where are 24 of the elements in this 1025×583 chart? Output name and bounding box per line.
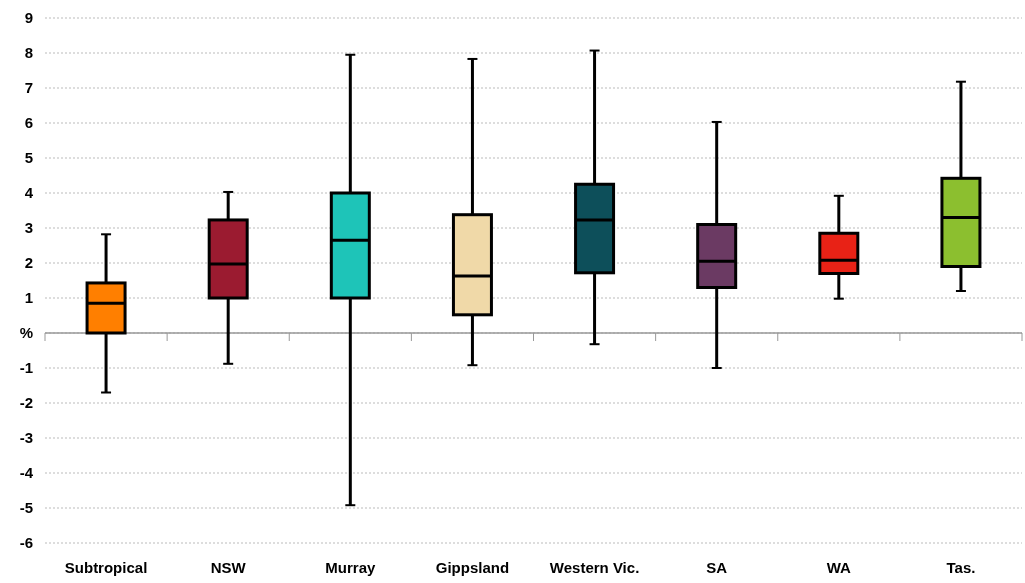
x-tick-label: Subtropical	[64, 559, 148, 576]
x-tick-label: WA	[826, 559, 852, 576]
y-tick-label: 2	[24, 254, 33, 272]
y-tick-label: 1	[24, 289, 33, 307]
y-tick-label: 4	[24, 184, 34, 202]
y-tick-label: -1	[19, 359, 33, 377]
x-tick-label: NSW	[210, 559, 247, 576]
y-tick-label: -5	[19, 499, 33, 517]
y-tick-label: -3	[19, 429, 33, 447]
x-tick-label: Tas.	[946, 559, 976, 576]
y-tick-label: %	[19, 324, 33, 342]
y-tick-label: 6	[24, 114, 33, 132]
y-tick-label: 5	[24, 149, 33, 167]
x-tick-label: SA	[706, 559, 728, 576]
x-tick-label: Gippsland	[435, 559, 510, 576]
y-tick-label: -2	[19, 394, 33, 412]
x-tick-label: Murray	[325, 559, 376, 576]
y-tick-label: 7	[24, 79, 33, 97]
y-tick-label: -4	[19, 464, 34, 482]
y-tick-label: 3	[24, 219, 33, 237]
y-tick-label: 9	[24, 9, 33, 27]
x-tick-label: Western Vic.	[549, 559, 640, 576]
y-tick-label: 8	[24, 44, 33, 62]
y-tick-label: -6	[19, 534, 33, 552]
